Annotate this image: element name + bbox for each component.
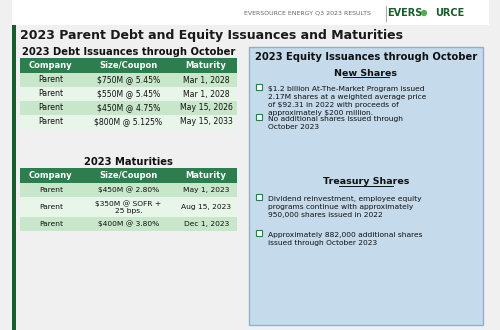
FancyBboxPatch shape	[20, 58, 237, 73]
Text: Parent: Parent	[39, 204, 63, 210]
Text: $800M @ 5.125%: $800M @ 5.125%	[94, 117, 162, 126]
FancyBboxPatch shape	[20, 183, 237, 197]
Text: Aug 15, 2023: Aug 15, 2023	[181, 204, 231, 210]
Text: Parent: Parent	[39, 187, 63, 193]
Text: Mar 1, 2028: Mar 1, 2028	[183, 76, 230, 84]
FancyBboxPatch shape	[20, 168, 237, 183]
Text: 2023 Debt Issuances through October: 2023 Debt Issuances through October	[22, 47, 235, 57]
Text: $750M @ 5.45%: $750M @ 5.45%	[97, 76, 160, 84]
Text: Size/Coupon: Size/Coupon	[100, 171, 158, 180]
Text: Maturity: Maturity	[186, 61, 226, 70]
Text: New Shares: New Shares	[334, 69, 398, 78]
FancyBboxPatch shape	[20, 101, 237, 115]
Text: Parent: Parent	[38, 104, 64, 113]
FancyBboxPatch shape	[20, 87, 237, 101]
Text: Size/Coupon: Size/Coupon	[100, 61, 158, 70]
Text: $450M @ 4.75%: $450M @ 4.75%	[97, 104, 160, 113]
FancyBboxPatch shape	[20, 73, 237, 87]
Circle shape	[422, 11, 426, 16]
FancyBboxPatch shape	[20, 197, 237, 217]
Text: May 15, 2033: May 15, 2033	[180, 117, 233, 126]
Text: $350M @ SOFR +
25 bps.: $350M @ SOFR + 25 bps.	[96, 200, 162, 214]
Text: Mar 1, 2028: Mar 1, 2028	[183, 89, 230, 98]
Text: Approximately 882,000 additional shares
issued through October 2023: Approximately 882,000 additional shares …	[268, 232, 422, 246]
Text: Maturity: Maturity	[186, 171, 226, 180]
Text: $1.2 billion At-The-Market Program issued
2.17M shares at a weighted average pri: $1.2 billion At-The-Market Program issue…	[268, 86, 426, 116]
Text: EVERS: EVERS	[386, 8, 422, 18]
FancyBboxPatch shape	[12, 25, 16, 330]
FancyBboxPatch shape	[256, 84, 262, 90]
FancyBboxPatch shape	[256, 230, 262, 236]
Text: Parent: Parent	[38, 89, 64, 98]
Text: May 15, 2026: May 15, 2026	[180, 104, 233, 113]
FancyBboxPatch shape	[248, 47, 483, 325]
FancyBboxPatch shape	[12, 0, 489, 25]
Text: EVERSOURCE ENERGY Q3 2023 RESULTS: EVERSOURCE ENERGY Q3 2023 RESULTS	[244, 11, 371, 16]
Text: $450M @ 2.80%: $450M @ 2.80%	[98, 187, 159, 193]
Text: Parent: Parent	[39, 221, 63, 227]
Text: Treasury Shares: Treasury Shares	[322, 178, 409, 186]
Text: Dec 1, 2023: Dec 1, 2023	[184, 221, 229, 227]
FancyBboxPatch shape	[256, 114, 262, 120]
Text: Parent: Parent	[38, 76, 64, 84]
Text: $400M @ 3.80%: $400M @ 3.80%	[98, 221, 159, 227]
Text: Dividend reinvestment, employee equity
programs continue with approximately
950,: Dividend reinvestment, employee equity p…	[268, 196, 422, 218]
Text: No additional shares issued through
October 2023: No additional shares issued through Octo…	[268, 116, 402, 130]
Text: Parent: Parent	[38, 117, 64, 126]
Text: URCE: URCE	[436, 8, 464, 18]
FancyBboxPatch shape	[20, 115, 237, 129]
Text: 2023 Maturities: 2023 Maturities	[84, 157, 173, 167]
Text: Company: Company	[29, 61, 72, 70]
Text: 2023 Equity Issuances through October: 2023 Equity Issuances through October	[254, 52, 477, 62]
Text: $550M @ 5.45%: $550M @ 5.45%	[97, 89, 160, 98]
FancyBboxPatch shape	[20, 217, 237, 231]
Text: May 1, 2023: May 1, 2023	[183, 187, 230, 193]
Text: Company: Company	[29, 171, 72, 180]
FancyBboxPatch shape	[256, 194, 262, 200]
Text: 2023 Parent Debt and Equity Issuances and Maturities: 2023 Parent Debt and Equity Issuances an…	[20, 29, 403, 43]
